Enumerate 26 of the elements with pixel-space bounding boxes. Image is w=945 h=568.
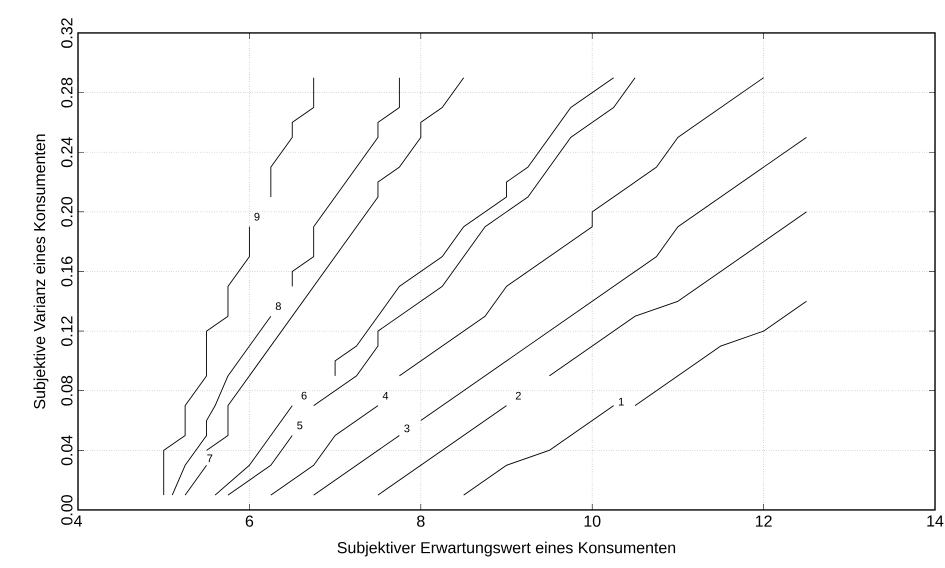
series-label: 4 — [382, 392, 388, 400]
series-label: 7 — [207, 454, 212, 462]
x-tick-label: 4 — [74, 515, 82, 526]
y-tick-label: 0.12 — [61, 316, 72, 346]
y-tick-label: 0.16 — [61, 256, 72, 286]
x-tick-label: 10 — [584, 516, 600, 527]
y-tick-label: 0.04 — [61, 435, 72, 466]
x-tick-label: 6 — [246, 516, 254, 527]
y-tick-label: 0.20 — [61, 196, 72, 227]
y-tick-label: 0.32 — [61, 18, 72, 48]
series-label: 5 — [297, 422, 302, 430]
series-label: 8 — [276, 302, 281, 310]
y-tick-label: 0.24 — [61, 137, 72, 168]
y-tick-label: 0.08 — [61, 376, 72, 406]
x-axis-title: Subjektiver Erwartungswert eines Konsumenten — [338, 542, 676, 556]
series-label: 3 — [404, 424, 410, 432]
y-tick-label: 0.00 — [61, 495, 72, 525]
series-label: 1 — [618, 398, 624, 406]
x-tick-label: 12 — [756, 516, 772, 527]
y-tick-label: 0.28 — [61, 78, 72, 108]
series-label: 6 — [302, 392, 307, 400]
x-tick-label: 8 — [417, 516, 425, 527]
series-label: 9 — [254, 212, 260, 221]
x-tick-label: 14 — [927, 515, 944, 526]
y-axis-title: Subjektive Varianz eines Konsumenten — [34, 134, 48, 409]
series-label: 2 — [516, 392, 521, 400]
